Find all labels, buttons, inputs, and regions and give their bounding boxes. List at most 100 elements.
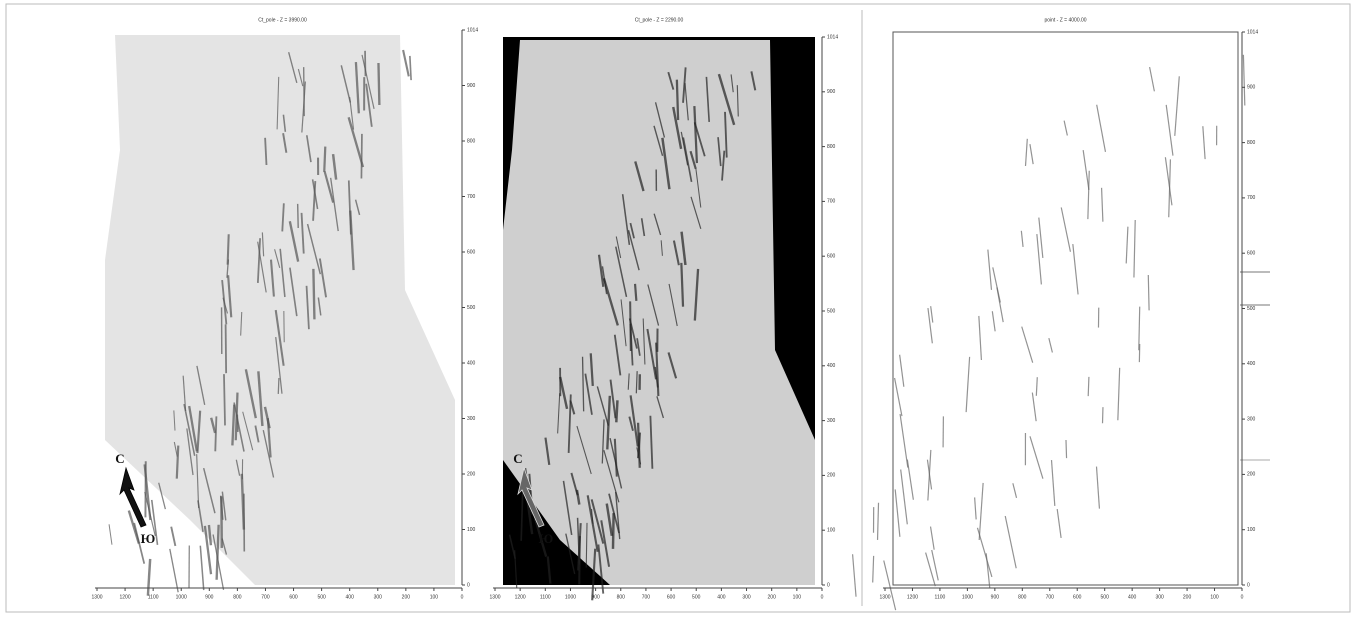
x-tick-label: 800 [617,594,626,600]
fault-trace [224,374,225,425]
fault-trace [1088,377,1089,396]
y-tick-label: 200 [1247,472,1256,478]
fault-trace [278,378,279,394]
fault-trace [200,546,203,590]
y-tick-label: 300 [1247,416,1256,422]
fault-trace [410,56,411,80]
x-tick-label: 100 [1210,594,1219,600]
y-tick-label: 300 [467,416,476,422]
x-tick-label: 1000 [962,594,973,600]
panel-title: Ct_pole - Z = 2290.00 [635,17,684,23]
y-tick-label: 1014 [467,27,478,33]
north-label: С [513,451,522,466]
x-tick-label: 100 [793,594,802,600]
fault-trace [313,269,314,320]
fault-trace [324,147,325,172]
fault-trace [586,523,587,568]
fault-trace [579,536,580,584]
y-tick-label: 400 [1247,361,1256,367]
y-tick-label: 700 [1247,195,1256,201]
y-tick-label: 600 [467,249,476,255]
x-tick-label: 1300 [489,594,500,600]
south-label: Ю [141,531,156,546]
x-tick-label: 0 [821,594,824,600]
fault-trace [677,80,678,120]
x-tick-label: 500 [317,594,326,600]
y-tick-label: 500 [827,308,836,314]
y-tick-label: 800 [467,138,476,144]
fault-trace [616,400,617,422]
x-tick-label: 800 [1018,594,1027,600]
y-tick-label: 500 [467,305,476,311]
x-tick-label: 400 [1128,594,1137,600]
fault-trace [170,549,178,592]
y-tick-label: 400 [467,360,476,366]
y-tick-label: 700 [467,194,476,200]
y-tick-label: 700 [827,199,836,205]
x-tick-label: 900 [205,594,214,600]
fault-trace [636,371,637,393]
map-image [503,40,815,585]
y-tick-label: 600 [1247,251,1256,257]
y-tick-label: 500 [1247,306,1256,312]
fault-trace [635,284,636,301]
x-tick-label: 800 [233,594,242,600]
x-tick-label: 600 [667,594,676,600]
y-tick-label: 100 [827,528,836,534]
x-tick-label: 1100 [540,594,551,600]
fault-trace [177,446,178,479]
x-tick-label: 300 [1155,594,1164,600]
x-tick-label: 1100 [935,594,946,600]
x-tick-label: 0 [1241,594,1244,600]
panel-title: point - Z = 4000.00 [1044,17,1086,23]
direction-arrow [120,468,146,527]
y-tick-label: 200 [467,471,476,477]
fault-trace [613,513,614,549]
page: {"panels": [ {"title": "Ct_pole - Z = 39… [0,0,1356,618]
fault-trace [853,554,856,596]
y-tick-label: 1014 [1247,29,1258,35]
x-tick-label: 700 [1046,594,1055,600]
x-tick-label: 300 [742,594,751,600]
fault-trace [228,234,229,264]
x-tick-label: 600 [289,594,298,600]
panel-title: Ct_pole - Z = 3990.00 [258,17,307,23]
x-tick-label: 1000 [565,594,576,600]
x-tick-label: 900 [591,594,600,600]
y-tick-label: 100 [467,527,476,533]
x-tick-label: 400 [346,594,355,600]
x-tick-label: 1300 [91,594,102,600]
x-tick-label: 1300 [879,594,890,600]
y-tick-label: 600 [827,254,836,260]
x-tick-label: 0 [461,594,464,600]
x-tick-label: 700 [642,594,651,600]
y-tick-label: 400 [827,363,836,369]
fault-trace [226,324,227,373]
fault-trace [148,559,150,596]
x-tick-label: 1000 [176,594,187,600]
x-tick-label: 700 [261,594,270,600]
map-image [105,35,455,585]
fault-trace [378,63,379,105]
x-tick-label: 1100 [148,594,159,600]
fault-trace [304,67,305,116]
south-label: Ю [539,531,554,546]
fault-trace [403,50,409,76]
fault-trace [878,503,879,540]
fault-trace [298,204,299,228]
x-tick-label: 200 [768,594,777,600]
figure: Ct_pole - Z = 3990.00 0 100 200 300 400 500 600… [0,0,1356,618]
x-tick-label: 600 [1073,594,1082,600]
north-label: С [115,451,124,466]
y-tick-label: 200 [827,473,836,479]
x-tick-label: 1200 [515,594,526,600]
x-tick-label: 1200 [907,594,918,600]
x-tick-label: 200 [402,594,411,600]
map-frame [893,32,1238,585]
fault-trace [171,527,175,546]
fault-trace [1148,275,1149,310]
fault-trace [215,416,216,451]
fault-trace [1243,55,1244,106]
y-tick-label: 0 [467,582,470,588]
y-tick-label: 0 [827,582,830,588]
